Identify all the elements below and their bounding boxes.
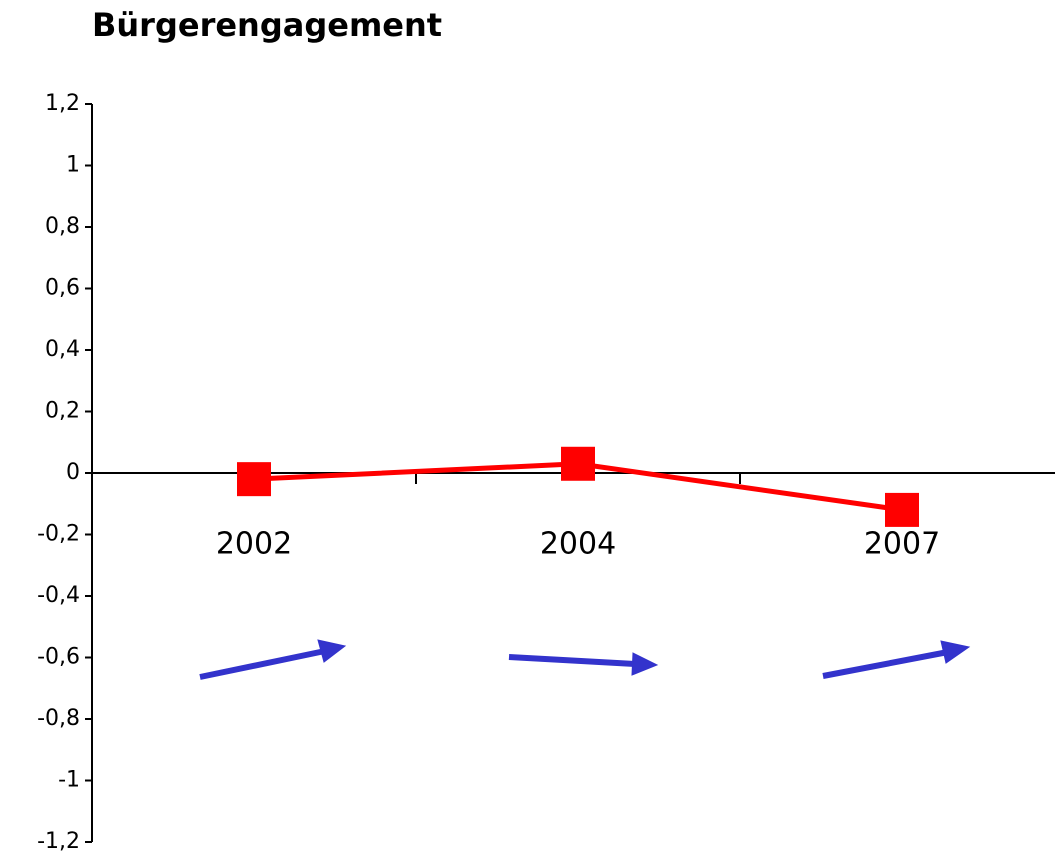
y-tick-label: -0,6: [37, 645, 80, 670]
marker: [561, 446, 595, 481]
arrow-head: [940, 640, 971, 664]
arrow: [822, 649, 949, 679]
y-tick-label: 0,8: [45, 214, 80, 239]
y-tick-label: 1: [66, 153, 80, 178]
y-tick-label: 0,6: [45, 276, 80, 301]
y-tick-label: 1,2: [45, 91, 80, 116]
x-tick-label: 2002: [216, 527, 292, 562]
chart-title: Bürgerengagement: [92, 6, 442, 44]
x-tick-label: 2004: [540, 527, 616, 562]
y-tick-label: -0,8: [37, 706, 80, 731]
y-tick-label: 0: [66, 460, 80, 485]
trend-arrows: [199, 639, 971, 680]
y-tick-label: 0,4: [45, 337, 80, 362]
marker: [885, 492, 919, 527]
y-tick-label: -0,2: [37, 522, 80, 547]
y-tick-label: -0,4: [37, 583, 80, 608]
x-tick-label: 2007: [864, 527, 940, 562]
y-tick-label: -1,2: [37, 829, 80, 854]
arrow: [508, 654, 636, 667]
arrow-head: [631, 652, 659, 676]
marker: [237, 462, 271, 497]
arrow: [199, 648, 326, 680]
arrow-head: [317, 639, 347, 663]
y-tick-label: 0,2: [45, 399, 80, 424]
y-tick-label: -1: [58, 768, 80, 793]
